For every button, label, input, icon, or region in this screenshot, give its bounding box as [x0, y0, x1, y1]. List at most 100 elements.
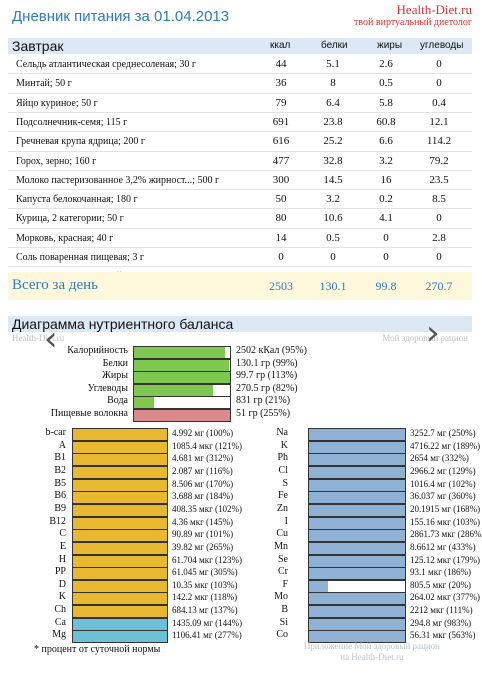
table-row[interactable]: Подсолнечник-семя; 115 г 691 23.8 60.8 12.1 — [8, 113, 472, 132]
chevron-left-icon[interactable]: ‹ — [44, 319, 58, 359]
minerals-bar-fill — [309, 504, 405, 516]
food-name: Молоко пастеризованное 3,2% жирност...; … — [16, 174, 220, 186]
brand-logo[interactable]: Health-Diet.ru твой виртуальный диетолог — [354, 3, 472, 29]
balance-value: 270.5 гр (82%) — [236, 382, 298, 394]
vitamins-label: Mg — [52, 629, 66, 641]
row-divider — [8, 150, 472, 152]
cell-carbs: 2.8 — [432, 231, 446, 244]
cell-protein: 0.5 — [326, 231, 340, 244]
table-row[interactable]: Гречневая крупа ядрица; 200 г 616 25.2 6.6 1… — [8, 132, 472, 151]
vitamins-bar-fill — [73, 631, 167, 643]
balance-bar-fill — [134, 359, 230, 371]
vitamins-label: B9 — [54, 502, 66, 514]
minerals-label: Zn — [276, 502, 288, 514]
food-name: Соль поваренная пищевая; 3 г — [16, 252, 144, 263]
minerals-label: Si — [279, 616, 288, 628]
vitamins-bar — [72, 617, 168, 631]
vitamins-value: 1435.09 мг (144%) — [172, 617, 243, 628]
table-row[interactable]: Морковь, красная; 40 г 14 0.5 0 2.8 — [8, 229, 472, 248]
minerals-label: Cu — [276, 528, 288, 540]
food-name: Сельдь атлантическая среднесоленая; 30 г — [16, 59, 197, 70]
balance-bar — [133, 396, 231, 410]
balance-bar-fill — [134, 384, 213, 396]
minerals-value: 2212 мкг (111%) — [410, 605, 473, 616]
vitamins-value: 2.087 мг (116%) — [172, 465, 233, 476]
vitamins-label: A — [58, 439, 66, 451]
food-name: Горох, зерно; 160 г — [16, 155, 97, 167]
cell-protein: 23.8 — [323, 115, 343, 128]
table-row[interactable]: Молоко пастеризованное 3,2% жирност...; … — [8, 171, 472, 190]
row-divider — [8, 208, 472, 210]
app-watermark: Приложение Мой здоровый рацион на Health… — [304, 641, 440, 663]
vitamins-label: B6 — [54, 490, 66, 502]
cell-protein: 3.2 — [326, 193, 340, 206]
cell-carbs: 0 — [436, 58, 442, 70]
cell-kcal: 79 — [275, 96, 287, 109]
balance-bar — [133, 409, 231, 422]
minerals-bar — [308, 440, 406, 454]
minerals-bar-fill — [309, 517, 405, 529]
balance-bar — [133, 346, 231, 359]
total-kcal: 2503 — [269, 279, 293, 293]
cell-protein: 5.1 — [326, 58, 340, 70]
vitamins-bar — [72, 592, 168, 606]
row-divider — [8, 266, 472, 268]
balance-label: Жиры — [101, 370, 128, 382]
cell-kcal: 36 — [275, 77, 287, 90]
vitamins-value: 684.13 мг (137%) — [172, 605, 238, 616]
vitamins-bar-fill — [73, 517, 167, 529]
table-row[interactable]: Курица, 2 категории; 50 г 80 10.6 4.1 0 — [8, 209, 472, 228]
table-row[interactable]: Горох, зерно; 160 г 477 32.8 3.2 79.2 — [8, 152, 472, 171]
table-row[interactable]: Минтай; 50 г 36 8 0.5 0 — [8, 74, 472, 93]
vitamins-label: Ch — [54, 604, 66, 616]
row-divider — [8, 131, 472, 133]
table-row[interactable]: Яйцо куриное; 50 г 79 6.4 5.8 0.4 — [8, 94, 472, 113]
total-carbs: 270.7 — [425, 279, 453, 293]
chevron-right-icon[interactable]: › — [426, 313, 440, 353]
table-row[interactable]: Капуста белокочанная; 180 г 50 3.2 0.2 8.5 — [8, 190, 472, 209]
cell-fat: 4.1 — [379, 212, 393, 225]
minerals-value: 8.6612 мг (433%) — [410, 541, 476, 552]
minerals-bar-fill — [309, 555, 405, 567]
day-total-row: Всего за день 2503 130.1 99.8 270.7 — [8, 272, 472, 300]
minerals-bar — [308, 617, 406, 631]
minerals-bar — [308, 554, 406, 568]
minerals-bar-fill — [309, 479, 405, 491]
cell-kcal: 44 — [275, 58, 287, 70]
minerals-value: 805.5 мкг (20%) — [410, 579, 472, 590]
vitamins-label: D — [58, 578, 66, 590]
vitamins-bar — [72, 465, 168, 479]
minerals-bar-fill — [309, 542, 405, 554]
minerals-value: 56.31 мкг (563%) — [410, 630, 476, 641]
balance-bar — [133, 371, 231, 385]
table-row[interactable]: Сельдь атлантическая среднесоленая; 30 г… — [8, 55, 472, 74]
cell-carbs: 0 — [436, 77, 442, 90]
vitamins-label: PP — [54, 566, 66, 578]
vitamins-value: 61.704 мкг (123%) — [172, 554, 243, 565]
vitamins-value: 1085.4 мкг (121%) — [172, 440, 243, 451]
balance-label: Вода — [107, 395, 128, 407]
minerals-bar — [308, 541, 406, 555]
food-name: Морковь, красная; 40 г — [16, 232, 114, 244]
balance-value: 99.7 гр (113%) — [236, 370, 298, 382]
row-divider — [8, 111, 472, 113]
cell-carbs: 23.5 — [429, 173, 449, 186]
cell-fat: 60.8 — [376, 115, 396, 128]
cell-protein: 8 — [330, 77, 336, 90]
vitamins-bar — [72, 440, 168, 454]
vitamins-label: H — [58, 553, 66, 565]
minerals-label: Cr — [278, 566, 288, 578]
food-name: Гречневая крупа ядрица; 200 г — [16, 136, 146, 148]
minerals-label: K — [280, 439, 288, 451]
vitamins-bar-fill — [73, 492, 167, 504]
cell-fat: 3.2 — [379, 154, 393, 167]
balance-bar-fill — [134, 347, 226, 358]
minerals-bar — [308, 579, 406, 593]
minerals-bar — [308, 491, 406, 505]
balance-bar — [133, 358, 231, 372]
vitamins-bar — [72, 478, 168, 492]
diagram-title: Диаграмма нутриентного баланса — [12, 316, 234, 332]
vitamins-value: 39.82 мг (265%) — [172, 541, 234, 552]
table-row[interactable]: Соль поваренная пищевая; 3 г 0 0 0 0 — [8, 248, 472, 267]
balance-bar-fill — [134, 372, 230, 384]
